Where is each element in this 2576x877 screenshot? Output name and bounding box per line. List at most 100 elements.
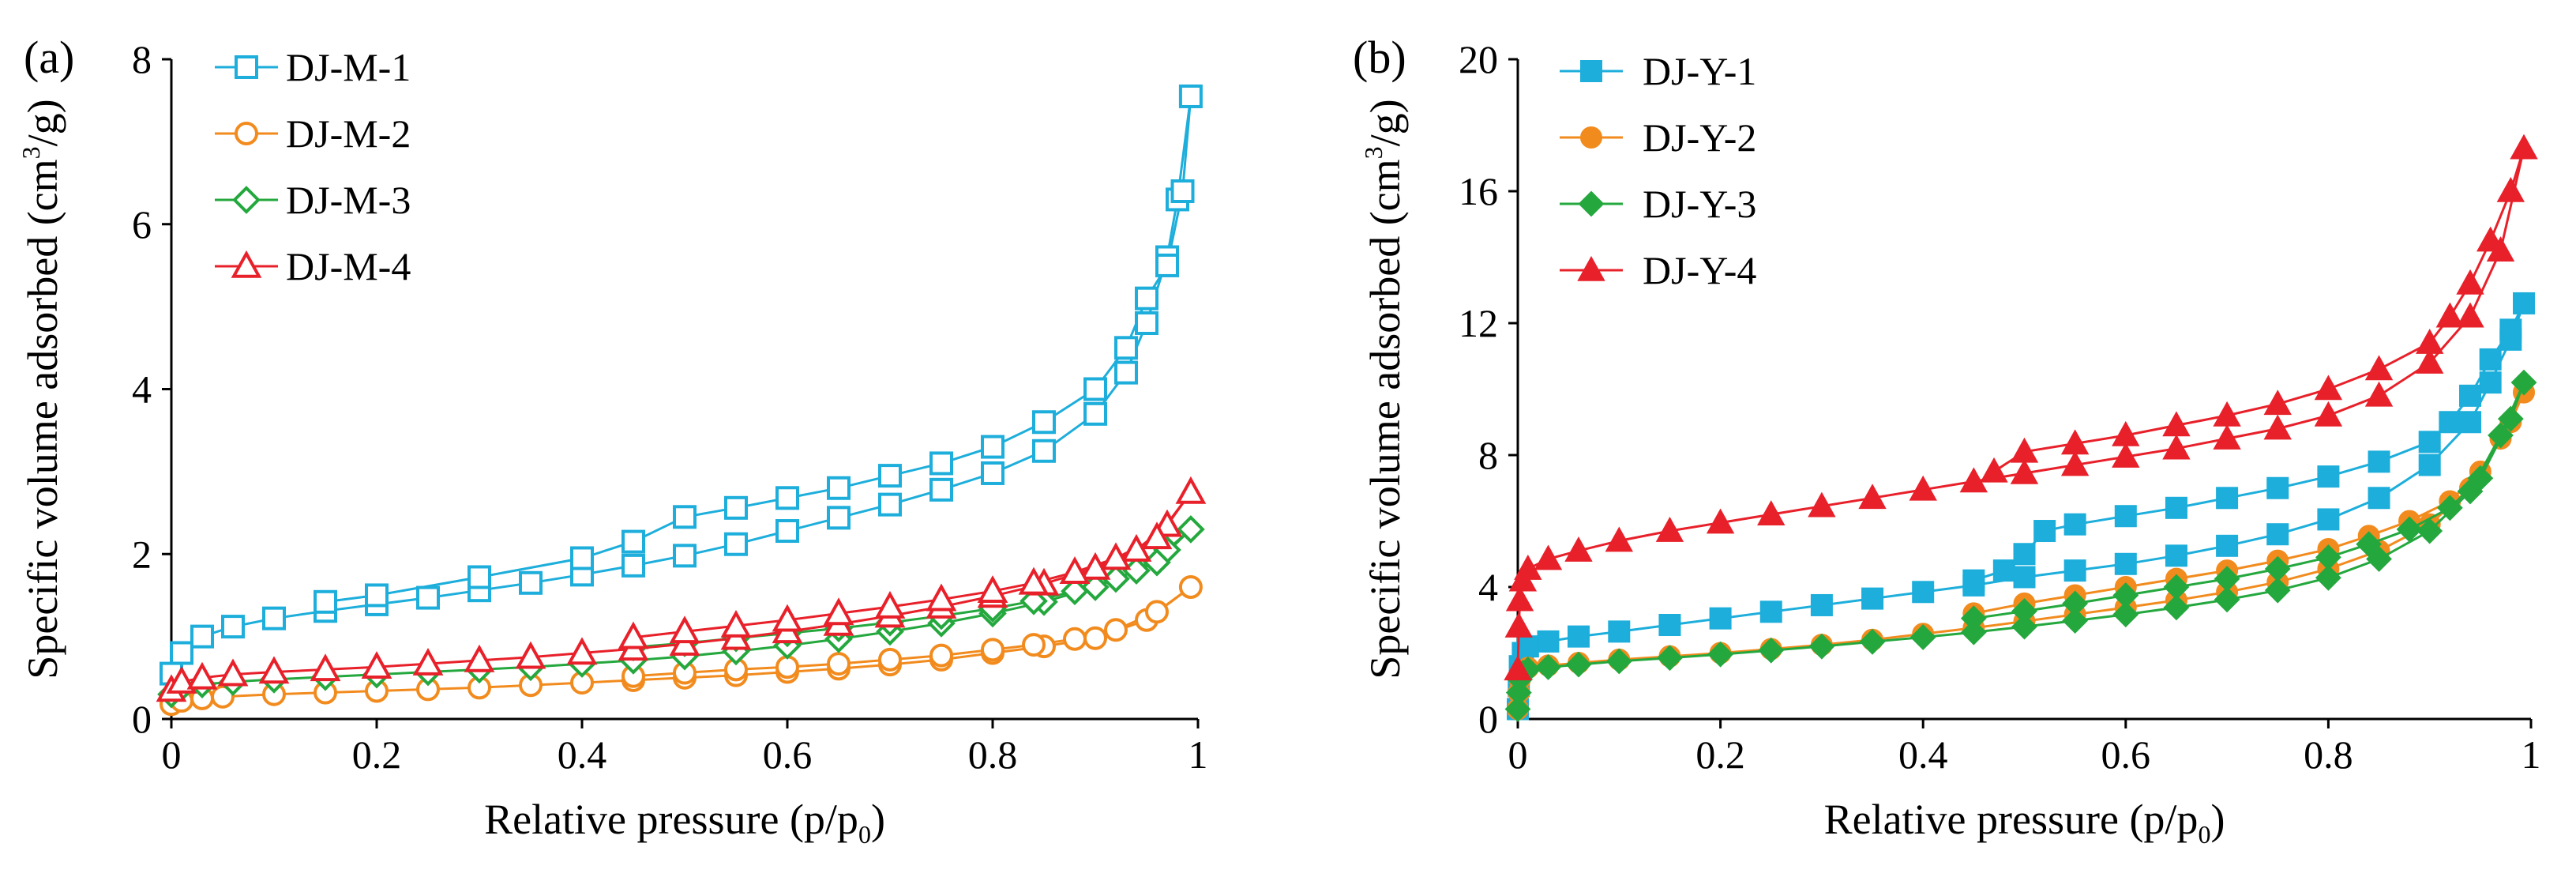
legend-label: DJ-M-2 (286, 111, 411, 156)
data-point (2162, 411, 2191, 437)
data-point (929, 451, 953, 476)
chart-a-panel-label: (a) (24, 32, 74, 83)
chart-b-y-tick-label: 20 (1459, 37, 1498, 81)
data-point (2317, 508, 2340, 531)
data-point (1135, 311, 1158, 335)
data-point (1657, 645, 1683, 672)
chart-a-x-tick-label: 0 (162, 732, 182, 777)
data-point (2216, 534, 2239, 557)
data-point (2264, 555, 2291, 582)
chart-b-x-tick-label: 0.8 (2304, 732, 2353, 777)
chart-a-y-tick-label: 0 (132, 697, 152, 741)
data-point (1912, 581, 1935, 604)
data-point (977, 575, 1008, 604)
data-point (2263, 414, 2292, 440)
chart-a-y-axis-title: Specific volume adsorbed (cm3/g) (17, 99, 66, 679)
data-point (519, 570, 543, 595)
data-point (365, 583, 389, 608)
data-point (2496, 176, 2525, 202)
data-point (1565, 651, 1592, 678)
data-point (775, 486, 799, 510)
data-point (2435, 302, 2465, 328)
data-point (2216, 487, 2239, 510)
legend-marker (1580, 60, 1602, 82)
chart-b-legend-entry: DJ-Y-3 (1560, 182, 1756, 226)
chart-b-panel-label: (b) (1353, 32, 1406, 83)
data-point (1514, 554, 1542, 580)
data-point (2114, 505, 2137, 528)
data-point (2163, 574, 2190, 600)
chart-b-x-tick-label: 0.4 (1898, 732, 1948, 777)
data-point (878, 492, 902, 517)
data-point (1114, 360, 1138, 385)
chart-b-y-tick-label: 0 (1478, 697, 1498, 741)
data-point (515, 641, 546, 669)
data-point (981, 461, 1004, 485)
data-point (412, 647, 444, 676)
data-point (2162, 434, 2191, 460)
data-point (1706, 508, 1735, 534)
data-point (1504, 612, 1533, 638)
data-point (1504, 655, 1532, 681)
data-point (929, 643, 953, 668)
data-point (929, 477, 953, 502)
data-point (2418, 431, 2441, 454)
data-point (2510, 369, 2537, 396)
data-point (2513, 292, 2536, 314)
data-point (2063, 559, 2086, 582)
data-point (2011, 598, 2037, 624)
desorption-line (1973, 303, 2525, 582)
data-point (669, 615, 700, 644)
data-point (2416, 328, 2444, 354)
chart-b-legend-entry: DJ-Y-2 (1560, 115, 1756, 160)
data-point (2163, 594, 2190, 621)
data-point (827, 476, 851, 500)
data-point (2114, 552, 2137, 575)
data-point (827, 506, 851, 530)
legend-marker (235, 55, 258, 79)
data-point (1655, 516, 1684, 542)
data-point (775, 519, 799, 544)
data-point (570, 546, 594, 570)
data-point (2062, 608, 2089, 634)
data-point (1605, 648, 1632, 675)
legend-label: DJ-Y-4 (1643, 248, 1756, 292)
data-point (2396, 516, 2423, 543)
data-point (1018, 566, 1050, 595)
data-point (221, 615, 245, 639)
chart-panel-a: 0 0.2 0.4 0.6 0.8 1 0 2 4 6 8 (a) Relative pressure … (17, 32, 1208, 849)
data-point (2364, 381, 2394, 407)
data-point (1135, 286, 1158, 311)
data-point (2213, 401, 2241, 427)
data-point (1100, 542, 1132, 570)
data-point (262, 606, 286, 630)
data-point (2364, 355, 2394, 381)
data-point (217, 658, 249, 687)
data-point (1861, 587, 1884, 610)
data-point (2366, 546, 2392, 572)
data-point (981, 435, 1004, 459)
data-point (1170, 179, 1195, 203)
data-point (2416, 348, 2444, 374)
data-point (2368, 450, 2390, 473)
data-point (1504, 696, 1531, 722)
data-point (258, 656, 290, 684)
data-point (2062, 590, 2089, 617)
data-point (1960, 619, 1987, 646)
data-point (2436, 495, 2463, 521)
data-point (186, 661, 218, 690)
chart-a-y-tick-label: 8 (132, 37, 152, 81)
data-point (2013, 543, 2036, 566)
data-point (2010, 437, 2039, 463)
data-point (926, 583, 957, 612)
chart-b-y-axis-title: Specific volume adsorbed (cm3/g) (1359, 99, 1409, 679)
chart-a-x-tick-label: 0.6 (763, 732, 813, 777)
data-point (1810, 593, 1833, 616)
data-point (1175, 476, 1207, 504)
chart-b-y-axis-title-sup: 3 (1359, 146, 1388, 159)
chart-a-x-tick-label: 0.8 (968, 732, 1018, 777)
data-point (874, 590, 906, 619)
data-point (1516, 635, 1539, 658)
data-point (416, 585, 440, 610)
data-point (1707, 641, 1734, 668)
